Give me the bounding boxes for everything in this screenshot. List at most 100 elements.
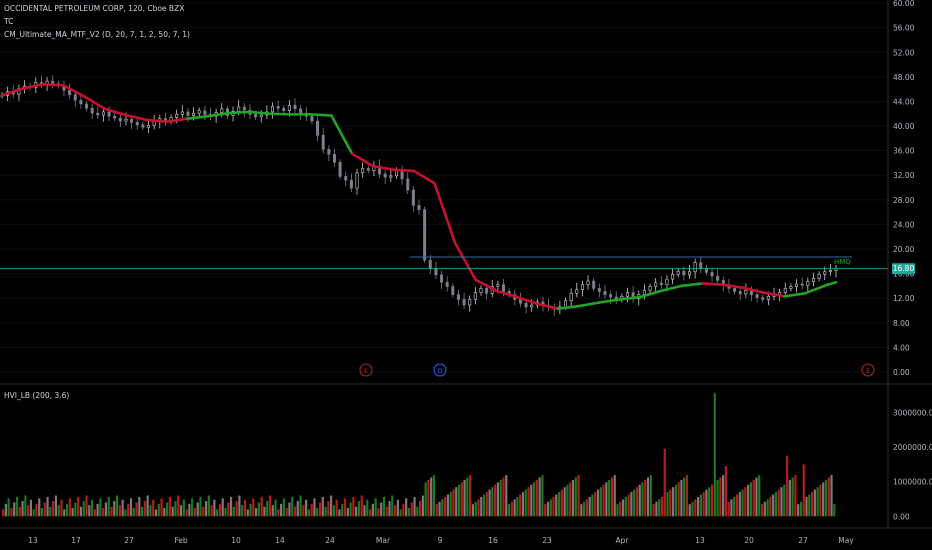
event-marker-label: E	[866, 367, 870, 375]
volume-bar	[697, 496, 700, 517]
candle-body	[124, 118, 128, 122]
volume-bar	[802, 464, 805, 517]
volume-bar	[638, 484, 641, 517]
volume-bar	[602, 484, 605, 517]
volume-bar	[560, 489, 563, 517]
volume-bar	[772, 494, 775, 517]
time-axis[interactable]: 13 17 27 Feb 10 14 24 Mar 9 16 23 Apr 13 20 27 May	[28, 536, 854, 545]
volume-bar	[671, 487, 675, 517]
volume-bar	[154, 509, 158, 517]
volume-bar	[238, 495, 241, 517]
candle-body	[276, 106, 280, 109]
volume-bar	[163, 508, 166, 517]
volume-bar	[663, 448, 666, 517]
volume-bar	[822, 482, 825, 517]
volume-bar	[35, 503, 38, 517]
ma-segment	[206, 111, 230, 118]
volume-bar	[391, 495, 394, 517]
candle-body	[366, 168, 370, 171]
candle-body	[383, 173, 387, 178]
candle-body	[197, 110, 201, 114]
time-tick-label: 23	[542, 536, 552, 545]
volume-bar	[24, 495, 27, 517]
legend-line-2[interactable]: TC	[4, 17, 14, 26]
volume-bar	[733, 496, 736, 517]
volume-bar	[635, 487, 639, 517]
volume-bar	[758, 475, 761, 517]
volume-bar	[407, 508, 411, 517]
indicator-legend[interactable]: CM_Ultimate_MA_MTF_V2 (D, 20, 7, 1, 2, 5…	[4, 30, 190, 39]
symbol-title[interactable]: OCCIDENTAL PETROLEUM CORP, 120, Cboe BZX	[4, 4, 185, 13]
volume-bar	[146, 495, 149, 517]
candle-body	[96, 112, 100, 116]
candle-body	[823, 271, 827, 275]
volume-bar	[77, 496, 80, 517]
volume-bar	[32, 509, 35, 517]
volume-bar	[299, 495, 302, 517]
volume-bar	[179, 505, 183, 517]
price-tick-label: 60.00	[893, 0, 915, 8]
candle-body	[625, 292, 629, 297]
volume-bar	[396, 499, 399, 517]
price-axis[interactable]: 60.00 56.00 52.00 48.00 44.00 40.00 36.00 32.00…	[893, 0, 915, 377]
volume-bar	[683, 477, 686, 517]
volume-indicator-legend[interactable]: HVI_LB (200, 3.6)	[4, 391, 70, 400]
candle-body	[440, 274, 444, 283]
volume-bar	[352, 496, 355, 517]
volume-bar	[385, 506, 388, 517]
candle-body	[79, 99, 83, 105]
candle-body	[530, 304, 534, 308]
candle-body	[659, 282, 663, 285]
candle-body	[496, 284, 500, 287]
price-tick-label: 8.00	[893, 319, 910, 328]
volume-bar	[702, 492, 705, 517]
candle-body	[220, 108, 224, 113]
volume-bar	[115, 495, 119, 517]
volume-bar	[777, 489, 780, 517]
volume-bar	[741, 489, 744, 517]
ma-segment	[144, 118, 169, 124]
volume-bar	[332, 505, 336, 517]
candle-body	[468, 299, 472, 306]
volume-bar	[805, 496, 808, 517]
volume-bar	[229, 496, 233, 517]
candle-body	[107, 111, 111, 117]
volume-bar	[49, 506, 52, 517]
volume-bar	[569, 482, 572, 517]
candle-body	[332, 154, 336, 163]
volume-bar	[646, 477, 650, 517]
price-tick-label: 52.00	[893, 48, 915, 57]
ma-segment	[762, 291, 786, 298]
volume-bar	[65, 503, 69, 517]
ma-segment	[268, 112, 292, 116]
volume-bar	[521, 492, 525, 517]
volume-bar	[599, 487, 602, 517]
ma-segment	[803, 284, 828, 295]
volume-bar	[90, 499, 94, 517]
volume-bar	[374, 498, 377, 517]
price-tick-label: 32.00	[893, 171, 915, 180]
volume-bar	[471, 504, 475, 517]
volume-bar	[810, 492, 814, 517]
volume-bar	[594, 492, 597, 517]
time-tick-label: Mar	[376, 536, 391, 545]
ma-segment	[515, 295, 539, 306]
ma-segment	[391, 168, 416, 173]
volume-bar	[766, 499, 769, 517]
time-tick-label: May	[838, 536, 854, 545]
candle-body	[344, 176, 348, 181]
volume-axis[interactable]: 3000000.00 2000000.00 1000000.00 0.00	[893, 408, 932, 521]
volume-bar	[774, 492, 778, 517]
volume-bar	[724, 466, 727, 517]
candle-body	[68, 90, 72, 95]
last-price-marker: 16.80	[892, 263, 915, 275]
volume-bar	[160, 498, 163, 517]
volume-bar	[552, 496, 555, 517]
volume-bar	[744, 487, 747, 517]
candle-body	[411, 189, 415, 206]
volume-bar	[288, 502, 291, 517]
event-marker-label: E	[364, 367, 368, 375]
volume-bar	[583, 501, 586, 517]
candle-body	[338, 162, 342, 177]
